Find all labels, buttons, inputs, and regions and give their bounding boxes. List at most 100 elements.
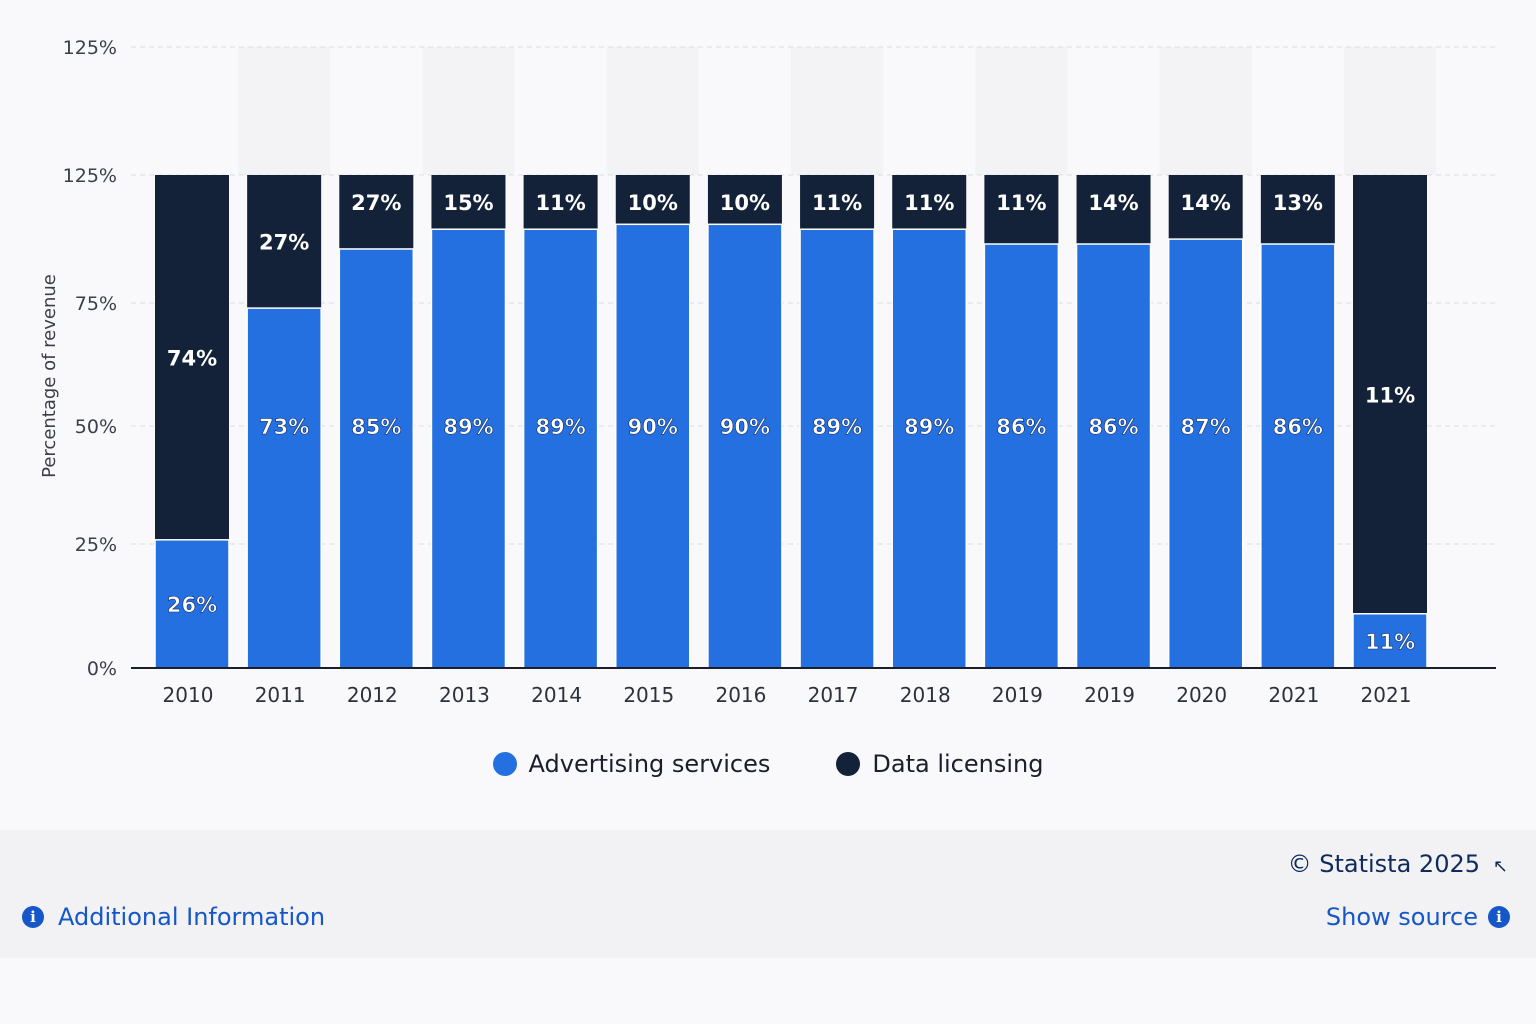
bar-advertising — [615, 223, 691, 669]
legend-item-data-licensing[interactable]: Data licensing — [836, 750, 1043, 778]
legend-dot-icon — [836, 752, 861, 776]
data-label-licensing: 11% — [535, 191, 585, 215]
x-tick-label: 2017 — [808, 683, 859, 707]
data-label-licensing: 74% — [167, 346, 217, 370]
y-axis-label: Percentage of revenue — [39, 274, 60, 478]
x-tick-label: 2021 — [1268, 683, 1319, 707]
x-tick-label: 2020 — [1176, 683, 1227, 707]
column-band — [791, 47, 884, 175]
x-tick-label: 2018 — [900, 683, 951, 707]
x-tick-label: 2019 — [1084, 683, 1135, 707]
data-label-advertising: 90% — [628, 415, 678, 439]
bar-advertising — [430, 228, 507, 669]
bar-data-licensing — [523, 175, 598, 230]
data-label-licensing: 14% — [1181, 191, 1231, 215]
bar-advertising — [1075, 243, 1152, 669]
y-tick-label: 0% — [87, 658, 117, 680]
data-label-licensing: 11% — [996, 191, 1046, 215]
legend: Advertising services Data licensing — [0, 750, 1536, 778]
info-icon: i — [1488, 906, 1510, 928]
statista-copyright-link[interactable]: © Statista 2025 — [1287, 850, 1480, 878]
data-label-licensing: 10% — [720, 191, 770, 215]
data-label-licensing: 15% — [443, 191, 493, 215]
bar-data-licensing — [707, 175, 782, 225]
column-band — [1344, 47, 1436, 175]
data-label-advertising: 86% — [1088, 415, 1138, 439]
bar-data-licensing — [155, 175, 229, 540]
x-tick-label: 2011 — [255, 683, 306, 707]
data-label-advertising: 89% — [443, 415, 493, 439]
data-label-advertising: 89% — [812, 415, 862, 439]
data-label-advertising: 73% — [259, 415, 309, 439]
footer-band — [0, 830, 1536, 958]
data-label-licensing: 27% — [351, 191, 401, 215]
bar-data-licensing — [431, 175, 506, 230]
x-tick-label: 2013 — [439, 683, 490, 707]
y-tick-label: 125% — [63, 37, 117, 59]
legend-label: Advertising services — [528, 750, 771, 778]
data-label-licensing: 11% — [1365, 383, 1415, 407]
data-label-licensing: 11% — [904, 191, 954, 215]
column-band — [422, 47, 515, 175]
stacked-bar-chart: 0% 25% 50% 75% 125% 125% Percentage of revenue… — [39, 37, 1496, 707]
bar-data-licensing — [1260, 175, 1335, 245]
bar-data-licensing — [615, 175, 690, 225]
x-tick-label: 2016 — [715, 683, 766, 707]
bar-advertising — [246, 307, 322, 669]
bar-advertising — [338, 248, 415, 669]
bar-advertising — [891, 228, 967, 669]
data-label-licensing: 10% — [628, 191, 678, 215]
external-arrow-icon[interactable]: ↖ — [1492, 856, 1508, 877]
y-tick-label: 75% — [75, 293, 117, 315]
x-tick-label: 2014 — [531, 683, 582, 707]
bar-data-licensing — [247, 175, 322, 309]
data-label-advertising: 89% — [904, 415, 954, 439]
data-label-licensing: 14% — [1088, 191, 1138, 215]
data-label-advertising: 86% — [1273, 415, 1323, 439]
info-icon: i — [22, 906, 44, 928]
bar-advertising — [1167, 238, 1244, 669]
x-tick-label: 2021 — [1361, 683, 1412, 707]
data-label-licensing: 13% — [1273, 191, 1323, 215]
data-label-advertising: 87% — [1181, 415, 1231, 439]
bar-advertising — [1352, 613, 1428, 669]
bar-data-licensing — [339, 175, 414, 249]
data-label-licensing: 11% — [812, 191, 862, 215]
column-band — [238, 47, 331, 175]
bar-data-licensing — [892, 175, 967, 230]
show-source-link[interactable]: Show source i — [1326, 903, 1510, 931]
data-label-advertising: 86% — [996, 415, 1046, 439]
data-label-advertising: 85% — [351, 415, 401, 439]
bar-advertising — [1260, 243, 1336, 669]
legend-label: Data licensing — [872, 750, 1044, 778]
legend-dot-icon — [492, 752, 517, 776]
additional-information-label: Additional Information — [58, 903, 326, 931]
column-band — [606, 47, 699, 175]
bar-data-licensing — [1076, 175, 1151, 245]
bar-advertising — [707, 223, 783, 669]
x-tick-label: 2012 — [347, 683, 398, 707]
bar-data-licensing — [1168, 175, 1243, 240]
data-label-advertising: 90% — [720, 415, 770, 439]
show-source-label: Show source — [1325, 903, 1478, 931]
column-band — [1159, 47, 1252, 175]
bar-advertising — [983, 243, 1060, 669]
y-tick-label: 25% — [75, 534, 117, 556]
bar-advertising — [799, 228, 875, 669]
data-label-advertising: 26% — [167, 593, 217, 617]
data-label-licensing: 27% — [259, 231, 309, 255]
additional-information-link[interactable]: i Additional Information — [22, 903, 325, 931]
x-tick-label: 2010 — [163, 683, 214, 707]
bar-data-licensing — [800, 175, 875, 230]
y-tick-label: 125% — [63, 165, 117, 187]
y-tick-label: 50% — [75, 416, 117, 438]
data-label-advertising: 11% — [1365, 630, 1415, 654]
legend-item-advertising[interactable]: Advertising services — [492, 750, 771, 778]
column-band — [975, 47, 1068, 175]
x-tick-label: 2015 — [623, 683, 674, 707]
data-label-advertising: 89% — [535, 415, 585, 439]
bar-data-licensing — [1353, 175, 1427, 614]
bar-advertising — [522, 228, 599, 669]
bar-data-licensing — [984, 175, 1059, 245]
x-tick-label: 2019 — [992, 683, 1043, 707]
